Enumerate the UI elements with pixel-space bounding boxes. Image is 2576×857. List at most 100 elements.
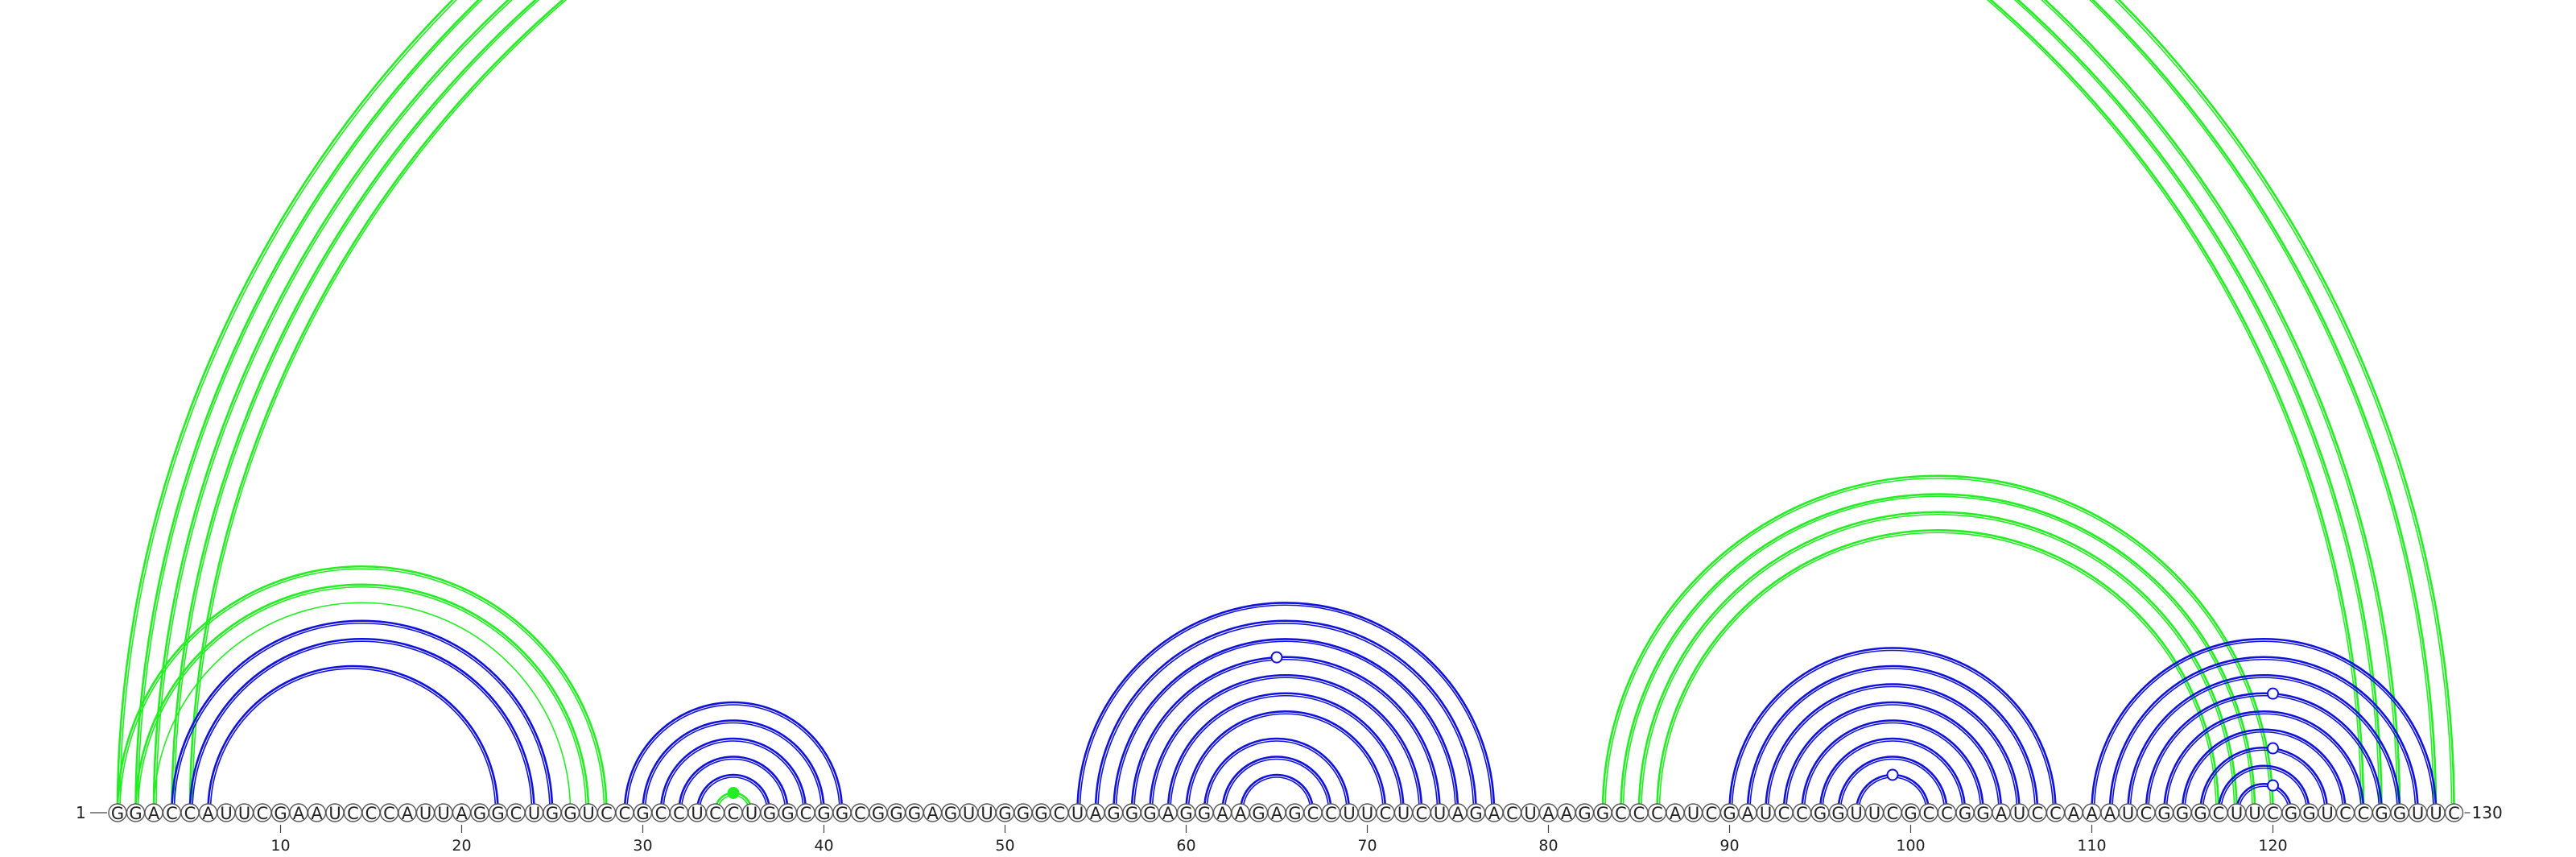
nucleotide-1: G bbox=[108, 803, 127, 823]
nucleotide-21: G bbox=[470, 803, 489, 823]
nucleotide-letter: A bbox=[1542, 804, 1554, 823]
nucleotide-82: G bbox=[1575, 803, 1595, 823]
nucleotide-letter: G bbox=[872, 804, 885, 823]
nucleotide-letter: A bbox=[1452, 804, 1464, 823]
nucleotide-104: G bbox=[1973, 803, 1993, 823]
nucleotide-130: C bbox=[2444, 803, 2464, 823]
nucleotide-70: U bbox=[1357, 803, 1377, 823]
nucleotide-letter: U bbox=[1071, 804, 1084, 823]
nucleotide-letter: G bbox=[111, 804, 124, 823]
nucleotide-letter: C bbox=[619, 804, 631, 823]
nucleotide-letter: C bbox=[1506, 804, 1518, 823]
nucleotide-58: G bbox=[1140, 803, 1160, 823]
nucleotide-letter: G bbox=[1469, 804, 1482, 823]
nucleotide-8: U bbox=[234, 803, 254, 823]
position-axis: 10 20 30 40 50 60 70 80 90 100 110 120 bbox=[270, 825, 2288, 855]
nucleotide-4: C bbox=[162, 803, 182, 823]
arc-83-120-inner bbox=[1604, 478, 2272, 812]
nucleotide-letter: U bbox=[238, 804, 250, 823]
arc-114-125 bbox=[2163, 710, 2365, 812]
tick-label-20: 20 bbox=[452, 837, 471, 855]
nucleotide-letter: G bbox=[2285, 804, 2297, 823]
arc-57-74 bbox=[1130, 656, 1441, 812]
arc-1-28-inner bbox=[119, 568, 605, 812]
nucleotide-114: G bbox=[2154, 803, 2174, 823]
arc-5-125-inner bbox=[192, 0, 2362, 812]
nucleotide-39: C bbox=[796, 803, 815, 823]
arc-116-123-inner bbox=[2202, 749, 2326, 812]
nucleotide-11: A bbox=[289, 803, 308, 823]
nucleotide-letter: G bbox=[1288, 804, 1301, 823]
arc-32-38 bbox=[678, 756, 789, 812]
arc-85-118-inner bbox=[1641, 514, 2235, 812]
nucleotide-18: U bbox=[415, 803, 436, 823]
nucleotide-24: U bbox=[524, 803, 544, 823]
nucleotide-66: G bbox=[1285, 803, 1305, 823]
nucleotide-letter: A bbox=[1090, 804, 1102, 823]
arc-118-121 bbox=[2235, 782, 2293, 812]
nucleotide-71: C bbox=[1376, 803, 1395, 823]
nucleotide-14: C bbox=[343, 803, 363, 823]
arc-112-127 bbox=[2127, 674, 2401, 812]
nucleotide-letter: U bbox=[963, 804, 975, 823]
nucleotide-letter: U bbox=[437, 804, 449, 823]
tick-label-30: 30 bbox=[633, 837, 652, 855]
arc-56-75-inner bbox=[1115, 640, 1456, 812]
arc-61-69-inner bbox=[1206, 740, 1348, 812]
nucleotide-letter: G bbox=[908, 804, 921, 823]
nucleotide-41: G bbox=[832, 803, 852, 823]
arc-118-121-inner bbox=[2238, 785, 2289, 812]
nucleotide-88: U bbox=[1683, 803, 1703, 823]
nucleotide-letter: U bbox=[980, 804, 993, 823]
nucleotide-67: C bbox=[1303, 803, 1323, 823]
base-pair-arcs bbox=[116, 0, 2455, 812]
tick-label-100: 100 bbox=[1896, 837, 1925, 855]
nucleotide-letter: C bbox=[365, 804, 378, 823]
arc-4-25-inner bbox=[173, 622, 551, 812]
nucleotide-6: A bbox=[198, 803, 218, 823]
nucleotide-letter: G bbox=[1831, 804, 1844, 823]
nucleotide-letter: C bbox=[673, 804, 685, 823]
nucleotide-letter: C bbox=[2213, 804, 2225, 823]
arc-3-26 bbox=[153, 602, 572, 812]
nucleotide-letter: G bbox=[1723, 804, 1736, 823]
arc-31-39-inner bbox=[663, 740, 804, 812]
nucleotide-letter: C bbox=[601, 804, 613, 823]
sequence-backbone: 1 130 bbox=[76, 803, 2503, 822]
nucleotide-125: C bbox=[2354, 803, 2373, 823]
nucleotide-letter: A bbox=[1996, 804, 2008, 823]
arc-94-104 bbox=[1801, 719, 1984, 812]
nucleotide-80: A bbox=[1538, 803, 1558, 823]
nucleotide-93: C bbox=[1774, 803, 1794, 823]
nucleotide-108: C bbox=[2046, 803, 2066, 823]
nucleotide-letter: U bbox=[328, 804, 341, 823]
nucleotide-letter: A bbox=[2068, 804, 2080, 823]
arc-83-120 bbox=[1601, 474, 2274, 812]
nucleotide-105: A bbox=[1992, 803, 2011, 823]
nucleotide-37: G bbox=[760, 803, 779, 823]
nucleotide-letter: U bbox=[1760, 804, 1772, 823]
arc-60-71-inner bbox=[1187, 713, 1384, 812]
nucleotide-17: A bbox=[398, 803, 417, 823]
nucleotide-13: U bbox=[325, 803, 345, 823]
nucleotide-56: G bbox=[1104, 803, 1124, 823]
arc-117-122 bbox=[2217, 764, 2310, 812]
nucleotide-letter: G bbox=[890, 804, 902, 823]
nucleotide-65: A bbox=[1267, 803, 1286, 823]
nucleotide-letter: C bbox=[1054, 804, 1066, 823]
nucleotide-letter: G bbox=[564, 804, 576, 823]
nucleotide-127: G bbox=[2390, 803, 2409, 823]
nucleotide-123: U bbox=[2318, 803, 2337, 823]
arc-84-119-inner bbox=[1622, 495, 2253, 812]
nucleotide-59: A bbox=[1158, 803, 1178, 823]
nucleotide-86: C bbox=[1647, 803, 1667, 823]
arc-2-27-inner bbox=[137, 586, 587, 812]
nucleotide-letter: U bbox=[2429, 804, 2442, 823]
tick-label-60: 60 bbox=[1176, 837, 1195, 855]
nucleotide-letter: U bbox=[1397, 804, 1410, 823]
nucleotide-letter: U bbox=[2122, 804, 2134, 823]
nucleotide-89: C bbox=[1702, 803, 1721, 823]
nucleotide-52: G bbox=[1031, 803, 1051, 823]
nucleotide-46: A bbox=[923, 803, 943, 823]
